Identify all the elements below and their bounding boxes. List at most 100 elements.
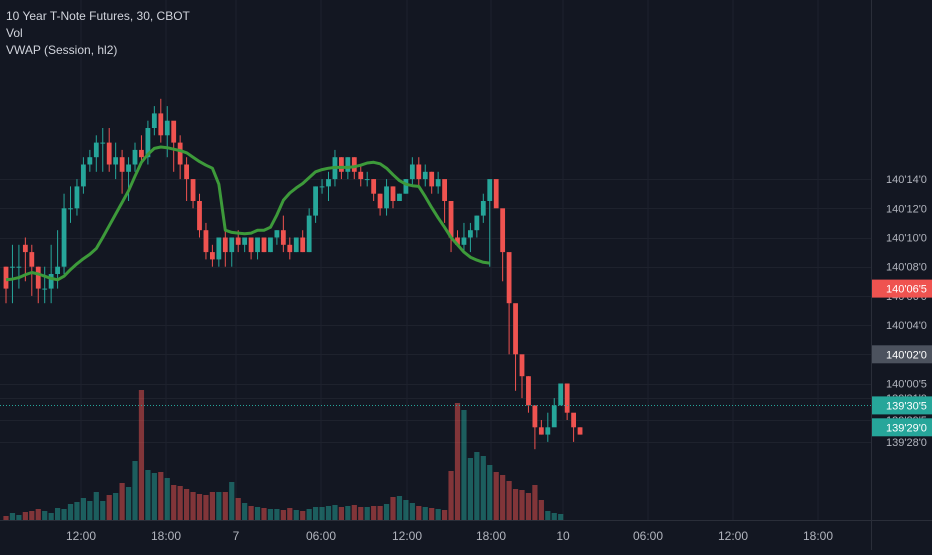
volume-bar (22, 512, 28, 520)
candle-body (81, 164, 86, 187)
candle-body (435, 179, 441, 187)
volume-bar (3, 516, 9, 520)
price-label-text: 140'02'0 (886, 349, 927, 361)
vwap-indicator-label[interactable]: VWAP (Session, hl2) (6, 43, 118, 57)
volume-bar (267, 509, 274, 520)
x-axis-tick-label: 12:00 (66, 529, 96, 543)
price-label-text: 139'30'5 (886, 400, 927, 412)
volume-bar (493, 472, 499, 520)
symbol-title[interactable]: 10 Year T-Note Futures, 30, CBOT (6, 9, 190, 23)
candle-body (87, 157, 93, 165)
volume-bar (287, 508, 293, 520)
candle-body (416, 164, 422, 180)
volume-bar (300, 511, 306, 520)
candle-body (132, 149, 138, 165)
x-axis-tick-label: 12:00 (392, 529, 422, 543)
candle-body (61, 208, 67, 267)
candle-body (280, 230, 286, 245)
price-label-badge (872, 345, 932, 364)
volume-bar (132, 461, 138, 520)
candle-body (390, 186, 396, 201)
candle-body (222, 237, 228, 253)
volume-bar (196, 494, 203, 520)
y-axis-tick-label: 140'14'0 (886, 174, 927, 186)
volume-bar (216, 492, 222, 520)
candle-body (500, 208, 506, 253)
volume-bar (358, 507, 364, 520)
candle-body (197, 201, 202, 231)
volume-bar (409, 503, 415, 520)
volume-bar (325, 506, 332, 520)
volume-bar (100, 501, 106, 520)
candle-body (177, 142, 183, 165)
volume-bar (74, 502, 80, 520)
candle-body (442, 179, 447, 201)
candle-body (261, 237, 267, 253)
volume-bar (545, 511, 551, 520)
volume-bar (242, 503, 248, 520)
candle-body (345, 157, 351, 172)
candle-body (255, 237, 260, 253)
volume-bar (377, 506, 383, 520)
volume-bar (525, 493, 532, 520)
candle-body (203, 230, 209, 253)
volume-bar (532, 485, 538, 520)
volume-bar (461, 410, 467, 520)
volume-bar (293, 510, 299, 520)
volume-bar (383, 504, 390, 520)
x-axis-tick-label: 18:00 (476, 529, 506, 543)
candle-body (422, 171, 428, 180)
candle-body (448, 201, 454, 238)
candle-body (42, 288, 48, 290)
candle-body (229, 237, 235, 253)
volume-bar (338, 507, 344, 520)
candle-body (313, 186, 318, 216)
volume-bar (551, 513, 557, 520)
candle-body (210, 252, 215, 260)
volume-bar (442, 510, 448, 520)
candle-body (106, 142, 112, 165)
x-axis-tick-label: 06:00 (633, 529, 663, 543)
candle-body (461, 237, 467, 245)
y-axis-tick-label: 140'04'0 (886, 320, 927, 332)
x-axis-tick-label: 18:00 (151, 529, 181, 543)
volume-bar (222, 492, 228, 520)
candle-body (126, 164, 131, 172)
candle-body (10, 266, 15, 268)
volume-bar (203, 495, 209, 520)
volume-bar (506, 481, 512, 520)
chart-legend: 10 Year T-Note Futures, 30, CBOT Vol VWA… (6, 8, 190, 59)
volume-bar (113, 493, 119, 520)
volume-bar (248, 506, 254, 520)
volume-bar (371, 506, 377, 520)
volume-bar (416, 506, 422, 520)
y-axis-tick-label: 140'00'5 (886, 379, 927, 391)
volume-bar (151, 473, 157, 520)
volume-bar (274, 509, 280, 520)
candle-body (190, 179, 196, 201)
volume-bar (448, 471, 454, 520)
volume-bar (48, 513, 54, 520)
volume-bar (184, 489, 190, 520)
candle-body (474, 215, 480, 231)
volume-bar (138, 390, 145, 520)
volume-bar (454, 403, 461, 520)
volume-bar (306, 509, 312, 520)
volume-bar (487, 465, 493, 520)
candle-body (113, 157, 119, 165)
candle-body (487, 179, 493, 201)
candle-body (151, 113, 157, 128)
volume-bar (209, 492, 215, 520)
price-label-text: 140'06'5 (886, 284, 927, 296)
candle-body (35, 266, 41, 289)
vwap-line (5, 145, 490, 282)
candle-body (397, 193, 402, 201)
candle-body (158, 113, 164, 136)
volume-bar (106, 495, 112, 520)
volume-indicator-label[interactable]: Vol (6, 26, 23, 40)
candle-body (235, 237, 241, 245)
price-label-text: 139'29'0 (886, 422, 927, 434)
volume-bar (42, 511, 48, 520)
